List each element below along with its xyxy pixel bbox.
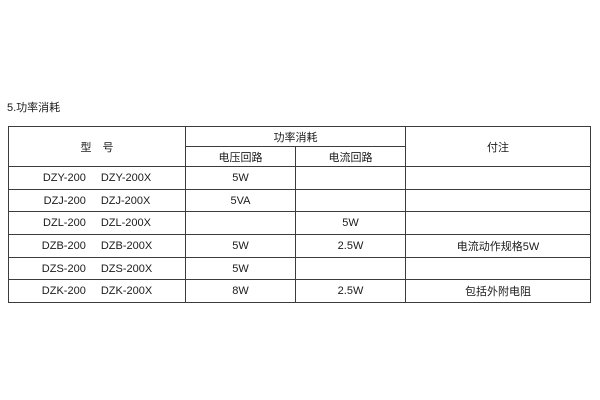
voltage-value: 5W (185, 166, 296, 190)
voltage-value (185, 211, 296, 236)
note-value (405, 256, 591, 281)
model-name-x: DZJ-200X (100, 194, 151, 207)
current-value (295, 166, 406, 190)
model-cell: DZY-200 DZY-200X (8, 166, 186, 190)
model-cell: DZJ-200 DZJ-200X (8, 188, 186, 213)
model-name: DZY-200 (42, 171, 86, 184)
current-value: 5W (295, 211, 406, 236)
note-value (405, 211, 591, 236)
table-row-dzb: DZB-200 DZB-200X 5W 2.5W 电流动作规格5W (8, 234, 591, 258)
header-model: 型 号 (8, 126, 186, 167)
header-voltage-circuit: 电压回路 (185, 146, 296, 167)
voltage-value: 5W (185, 256, 296, 281)
current-value: 2.5W (295, 234, 406, 258)
current-value: 2.5W (295, 279, 406, 304)
header-current-circuit: 电流回路 (295, 146, 406, 167)
table-row-dzk: DZK-200 DZK-200X 8W 2.5W 包括外附电阻 (8, 279, 591, 304)
model-cell: DZL-200 DZL-200X (8, 211, 186, 236)
section-title: 5.功率消耗 (7, 102, 61, 114)
model-name-x: DZL-200X (100, 217, 151, 230)
table-row-dzj: DZJ-200 DZJ-200X 5VA (8, 188, 591, 213)
voltage-value: 8W (185, 279, 296, 304)
model-cell: DZB-200 DZB-200X (8, 234, 186, 258)
note-value (405, 188, 591, 213)
header-power-consumption: 功率消耗 (185, 126, 406, 147)
table-header: 型 号 功率消耗 付注 电压回路 电流回路 (8, 126, 591, 167)
header-notes: 付注 (405, 126, 591, 167)
model-name: DZK-200 (41, 285, 86, 298)
current-value (295, 188, 406, 213)
header-row-sub: 电压回路 电流回路 (9, 146, 591, 167)
model-name: DZL-200 (43, 217, 86, 230)
note-value: 包括外附电阻 (405, 279, 591, 304)
voltage-value: 5W (185, 234, 296, 258)
table-row-dzs: DZS-200 DZS-200X 5W (8, 256, 591, 281)
current-value (295, 256, 406, 281)
model-name-x: DZY-200X (100, 171, 152, 184)
model-name: DZS-200 (41, 262, 86, 275)
model-name: DZB-200 (41, 239, 86, 252)
model-name-x: DZS-200X (100, 262, 153, 275)
model-cell: DZS-200 DZS-200X (8, 256, 186, 281)
model-name: DZJ-200 (43, 194, 86, 207)
header-row-top: 型 号 功率消耗 付注 (8, 126, 591, 167)
model-cell: DZK-200 DZK-200X (8, 279, 186, 304)
table-body: DZY-200 DZY-200X 5W DZJ-200 DZJ-200X 5VA (8, 166, 591, 304)
model-name-x: DZB-200X (100, 239, 153, 252)
note-value (405, 166, 591, 190)
model-name-x: DZK-200X (100, 285, 153, 298)
voltage-value: 5VA (185, 188, 296, 213)
note-value: 电流动作规格5W (405, 234, 591, 258)
table-row-dzy: DZY-200 DZY-200X 5W (8, 166, 591, 190)
table-row-dzl: DZL-200 DZL-200X 5W (8, 211, 591, 236)
power-consumption-table: 型 号 功率消耗 付注 电压回路 电流回路 DZY-200 DZY-200X 5… (8, 126, 591, 304)
